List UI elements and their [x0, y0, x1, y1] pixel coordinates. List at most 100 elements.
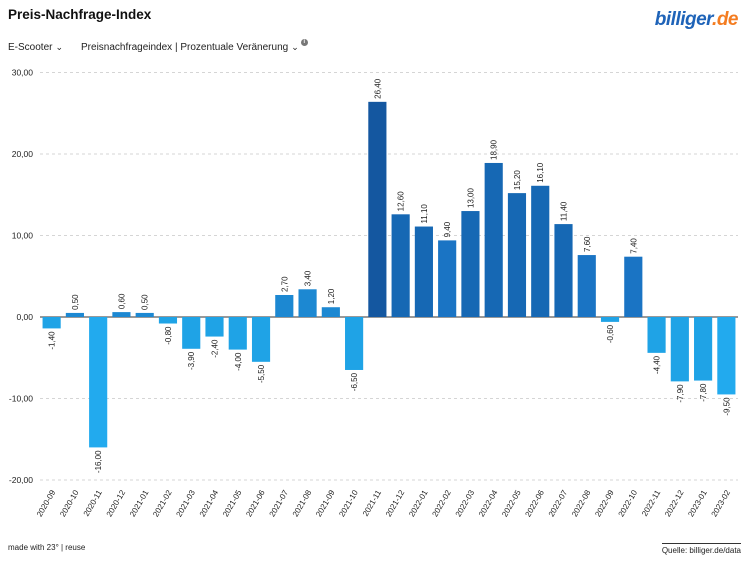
- x-tick-label: 2022-10: [617, 488, 640, 518]
- x-tick-label: 2021-07: [268, 488, 291, 518]
- bar: [345, 317, 364, 370]
- bar: [228, 317, 247, 350]
- bar: [624, 256, 643, 317]
- x-tick-label: 2022-07: [547, 488, 570, 518]
- y-tick-label: 20,00: [12, 149, 34, 159]
- x-tick-label: 2020-10: [58, 488, 81, 518]
- bar-value-label: 11,40: [560, 201, 569, 221]
- x-tick-label: 2022-01: [407, 488, 430, 518]
- x-tick-label: 2021-12: [384, 488, 407, 518]
- bar-value-label: -2,40: [211, 339, 220, 358]
- x-tick-label: 2021-02: [151, 488, 174, 518]
- bar: [577, 255, 596, 317]
- bar-value-label: -5,50: [257, 364, 266, 383]
- x-tick-label: 2021-05: [221, 488, 244, 518]
- bar-value-label: -3,90: [187, 351, 196, 370]
- x-tick-label: 2022-11: [640, 488, 662, 518]
- x-tick-label: 2020-09: [35, 488, 58, 518]
- bar: [507, 193, 527, 317]
- y-tick-label: -20,00: [9, 475, 33, 485]
- bar-value-label: 0,50: [71, 294, 80, 310]
- x-tick-label: 2022-08: [570, 488, 593, 518]
- billiger-logo[interactable]: billiger.de: [654, 9, 739, 31]
- bar-value-label: -16,00: [94, 450, 103, 473]
- bar: [647, 317, 666, 353]
- chevron-down-icon: ⌄: [291, 42, 299, 52]
- bar-value-label: 9,40: [443, 221, 452, 237]
- bar: [484, 162, 503, 317]
- bar-value-label: -4,00: [234, 352, 243, 371]
- bar: [391, 214, 410, 317]
- info-icon[interactable]: i: [300, 39, 308, 46]
- bar: [670, 317, 689, 382]
- x-tick-label: 2022-06: [523, 488, 546, 518]
- bar: [42, 317, 61, 329]
- bar-value-label: 0,50: [141, 294, 150, 310]
- bar-value-label: -7,90: [676, 384, 685, 403]
- x-tick-label: 2023-01: [686, 488, 709, 518]
- x-tick-label: 2022-04: [477, 488, 500, 518]
- bar: [438, 240, 457, 317]
- bar-value-label: 12,60: [397, 191, 406, 212]
- bar-value-label: 0,60: [117, 293, 126, 309]
- bar: [205, 317, 224, 337]
- bar-value-label: 15,20: [513, 170, 522, 191]
- bar-value-label: 7,40: [629, 238, 638, 254]
- x-tick-label: 2020-12: [105, 488, 128, 518]
- bar: [89, 317, 108, 448]
- bar-value-label: 3,40: [304, 270, 313, 286]
- y-tick-label: 10,00: [12, 231, 34, 241]
- metric-dropdown-label: Preisnachfrageindex | Prozentuale Veräne…: [81, 42, 289, 53]
- bar: [461, 211, 480, 317]
- bar-value-label: -0,60: [606, 324, 615, 343]
- bar-value-label: -0,80: [164, 326, 173, 345]
- x-tick-label: 2023-02: [710, 488, 733, 518]
- bar-value-label: -9,50: [722, 397, 731, 416]
- bar-value-label: -7,80: [699, 383, 708, 402]
- chart-title: Preis-Nachfrage-Index: [8, 7, 152, 22]
- x-tick-label: 2021-06: [244, 488, 267, 518]
- bar: [275, 294, 294, 317]
- y-tick-label: 30,00: [12, 68, 34, 78]
- bar: [600, 317, 620, 322]
- x-tick-label: 2020-11: [82, 488, 104, 518]
- bar-value-label: 18,90: [490, 139, 499, 160]
- bar: [368, 101, 387, 317]
- logo-dot: .: [712, 9, 717, 30]
- x-tick-label: 2022-03: [454, 488, 477, 518]
- x-tick-label: 2021-04: [198, 488, 221, 518]
- bar-value-label: -4,40: [653, 355, 662, 374]
- y-tick-label: -10,00: [9, 394, 33, 404]
- bar: [135, 312, 154, 317]
- x-tick-label: 2021-09: [314, 488, 337, 518]
- bar: [321, 307, 340, 317]
- x-tick-label: 2021-01: [128, 488, 151, 518]
- x-tick-label: 2021-03: [174, 488, 197, 518]
- bar-value-label: -6,50: [350, 372, 359, 391]
- bar: [251, 317, 271, 362]
- made-with-credit[interactable]: made with 23° | reuse: [8, 543, 86, 552]
- bar: [717, 317, 736, 395]
- logo-tld-text: de: [716, 9, 739, 30]
- product-dropdown-label: E-Scooter: [8, 42, 53, 53]
- bar: [298, 289, 317, 317]
- product-dropdown[interactable]: E-Scooter ⌄: [8, 42, 63, 53]
- metric-dropdown[interactable]: Preisnachfrageindex | Prozentuale Veräne…: [81, 39, 308, 53]
- bar-value-label: 2,70: [280, 276, 289, 292]
- bar-value-label: 13,00: [466, 187, 475, 208]
- bar: [112, 312, 131, 317]
- x-tick-label: 2021-08: [291, 488, 314, 518]
- bar: [158, 317, 178, 324]
- y-tick-label: 0,00: [16, 312, 33, 322]
- bar: [182, 317, 201, 349]
- x-tick-label: 2021-10: [337, 488, 360, 518]
- source-credit[interactable]: Quelle: billiger.de/data: [661, 543, 741, 555]
- x-tick-label: 2021-11: [361, 488, 383, 518]
- x-tick-label: 2022-09: [593, 488, 616, 518]
- bar-value-label: 26,40: [373, 78, 382, 99]
- x-tick-label: 2022-05: [500, 488, 523, 518]
- logo-main-text: billiger: [654, 9, 713, 30]
- bar-value-label: 1,20: [327, 288, 336, 304]
- chart-controls: E-Scooter ⌄ Preisnachfrageindex | Prozen…: [8, 39, 308, 53]
